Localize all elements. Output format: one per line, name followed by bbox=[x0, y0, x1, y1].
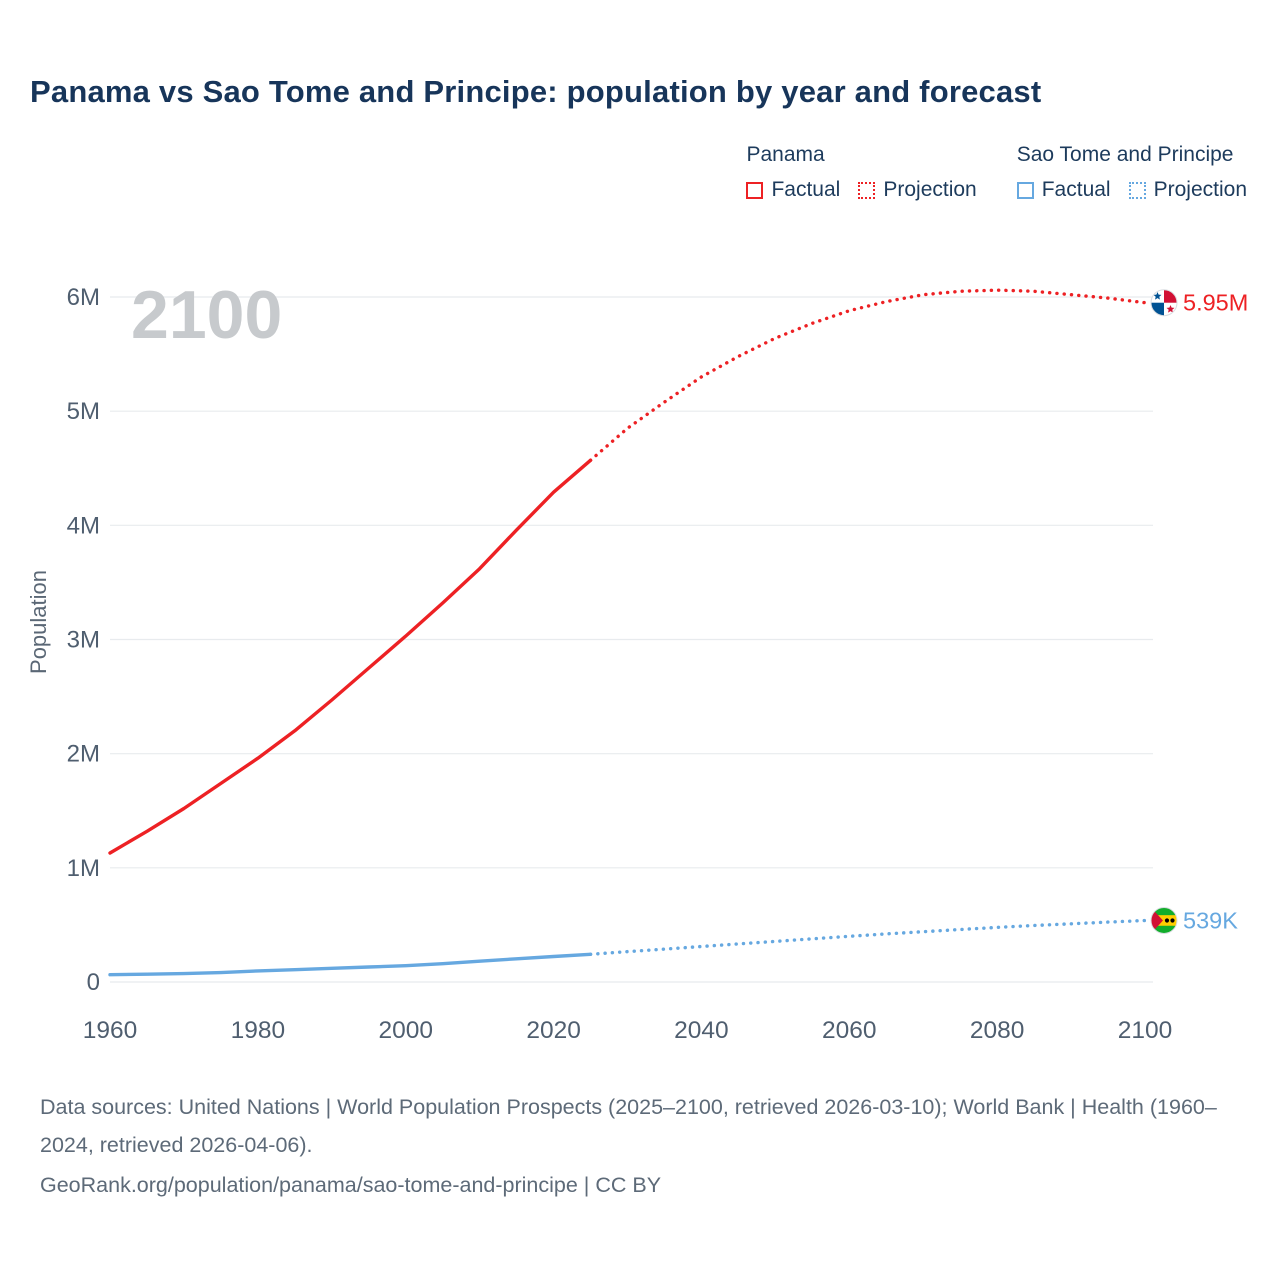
data-sources-text: Data sources: United Nations | World Pop… bbox=[40, 1095, 1217, 1157]
panama-factual-swatch-icon bbox=[746, 181, 764, 199]
x-tick-label: 2080 bbox=[970, 1017, 1025, 1044]
flag-star bbox=[1153, 292, 1162, 300]
y-tick-label: 1M bbox=[67, 855, 100, 882]
legend-group-sao-tome-title: Sao Tome and Principe bbox=[1016, 143, 1234, 166]
x-tick-label: 2060 bbox=[822, 1017, 877, 1044]
x-tick-label: 2020 bbox=[526, 1017, 581, 1044]
series-line bbox=[108, 458, 593, 855]
legend-items-panama: Factual Projection bbox=[746, 178, 977, 202]
legend-label-panama-projection: Projection bbox=[883, 178, 977, 201]
end-value-label: 539K bbox=[1183, 907, 1238, 933]
legend-group-panama-title: Panama bbox=[746, 143, 825, 166]
attribution-text: GeoRank.org/population/panama/sao-tome-a… bbox=[40, 1173, 662, 1197]
watermark-year: 2100 bbox=[131, 277, 282, 353]
legend: Panama Factual Projection Sao Tome and P… bbox=[746, 143, 1247, 202]
series-line bbox=[588, 288, 1147, 462]
legend-group-sao-tome: Sao Tome and Principe Factual Projection bbox=[1016, 143, 1247, 202]
panama-flag-icon bbox=[1150, 289, 1178, 317]
end-value-label: 5.95M bbox=[1183, 290, 1248, 316]
y-tick-label: 4M bbox=[67, 512, 100, 539]
y-tick-label: 2M bbox=[67, 741, 100, 768]
panama-projection-swatch-icon bbox=[858, 181, 876, 199]
series-line bbox=[588, 918, 1147, 956]
page-title: Panama vs Sao Tome and Principe: populat… bbox=[30, 74, 1042, 109]
y-tick-label: 5M bbox=[67, 398, 100, 425]
y-tick-label: 6M bbox=[67, 284, 100, 311]
x-tick-label: 1980 bbox=[231, 1017, 286, 1044]
footer: Data sources: United Nations | World Pop… bbox=[40, 1088, 1225, 1204]
x-tick-label: 2040 bbox=[674, 1017, 729, 1044]
legend-item-sao-tome-projection: Projection bbox=[1128, 178, 1247, 202]
y-axis-title: Population bbox=[26, 570, 51, 674]
sao-tome-and-principe-flag-icon bbox=[1150, 906, 1178, 934]
flag-star bbox=[1166, 305, 1175, 313]
legend-label-sao-tome-factual: Factual bbox=[1041, 178, 1111, 201]
legend-item-panama-projection: Projection bbox=[858, 178, 977, 202]
sao-tome-projection-swatch-icon bbox=[1128, 181, 1146, 199]
y-tick-label: 3M bbox=[67, 627, 100, 654]
x-tick-label: 1960 bbox=[83, 1017, 138, 1044]
y-tick-label: 0 bbox=[87, 969, 100, 996]
sao-tome-factual-swatch-icon bbox=[1016, 181, 1034, 199]
legend-item-panama-factual: Factual bbox=[746, 178, 840, 202]
x-tick-label: 2100 bbox=[1118, 1017, 1173, 1044]
series-line bbox=[108, 952, 593, 977]
legend-item-sao-tome-factual: Factual bbox=[1016, 178, 1111, 202]
x-tick-label: 2000 bbox=[378, 1017, 433, 1044]
legend-items-sao-tome: Factual Projection bbox=[1016, 178, 1247, 202]
legend-label-sao-tome-projection: Projection bbox=[1153, 178, 1247, 201]
legend-group-panama: Panama Factual Projection bbox=[746, 143, 977, 202]
legend-label-panama-factual: Factual bbox=[771, 178, 841, 201]
